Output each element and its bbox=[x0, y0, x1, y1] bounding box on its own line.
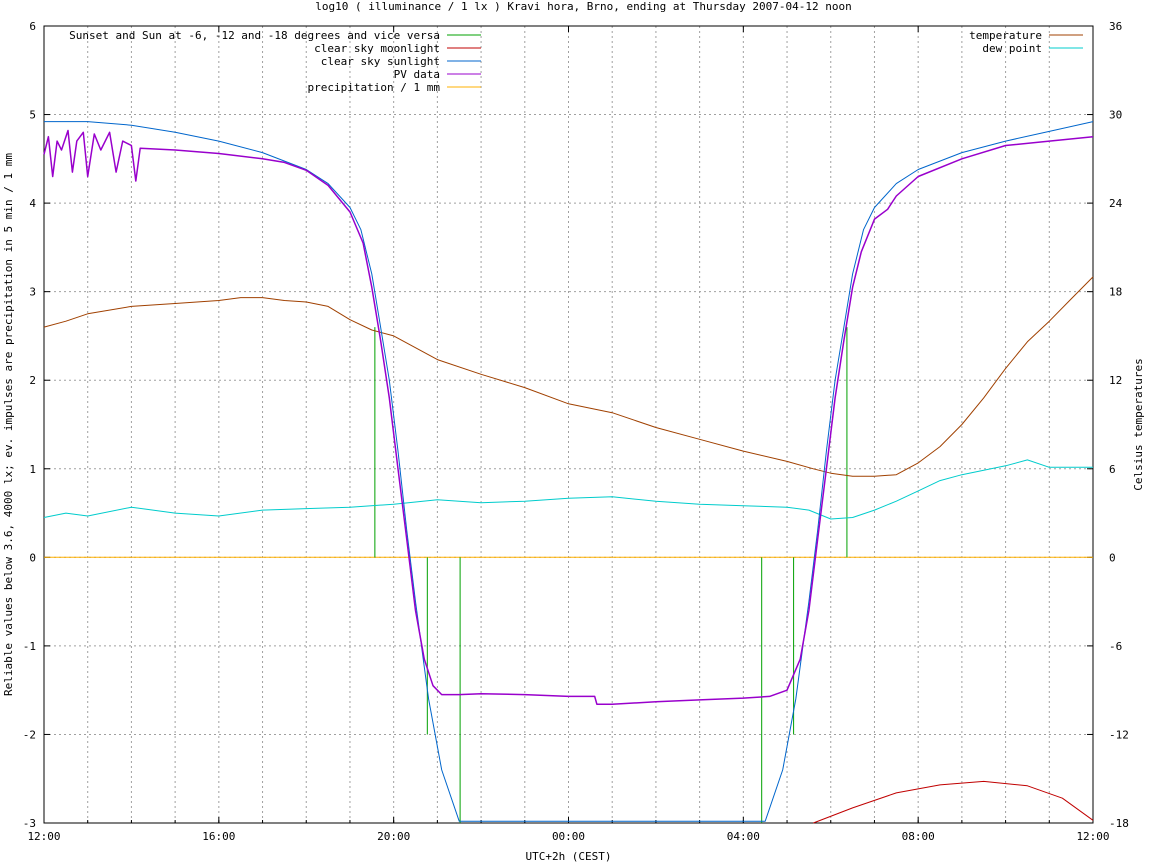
y-tick-label: 4 bbox=[29, 197, 36, 210]
y-tick-label: -1 bbox=[23, 640, 36, 653]
y-tick-label: -3 bbox=[23, 817, 36, 830]
y2-tick-label: -6 bbox=[1109, 640, 1122, 653]
legend-label: clear sky sunlight bbox=[321, 55, 440, 68]
y2-tick-label: 24 bbox=[1109, 197, 1123, 210]
x-tick-label: 16:00 bbox=[202, 830, 235, 843]
x-axis-label: UTC+2h (CEST) bbox=[525, 850, 611, 863]
legend-label: precipitation / 1 mm bbox=[308, 81, 441, 94]
series-line-pv-data bbox=[43, 129, 1094, 706]
x-tick-label: 08:00 bbox=[902, 830, 935, 843]
x-tick-label: 12:00 bbox=[1076, 830, 1109, 843]
series-line-temperature bbox=[43, 276, 1094, 477]
y2-tick-label: 12 bbox=[1109, 374, 1122, 387]
y2-axis-label: Celsius temperatures bbox=[1132, 358, 1145, 490]
legend-label: Sunset and Sun at -6, -12 and -18 degree… bbox=[69, 29, 440, 42]
y2-tick-label: -12 bbox=[1109, 728, 1129, 741]
legend-label: temperature bbox=[969, 29, 1042, 42]
y2-tick-label: 18 bbox=[1109, 286, 1122, 299]
y2-tick-label: 0 bbox=[1109, 551, 1116, 564]
y-tick-label: 2 bbox=[29, 374, 36, 387]
x-tick-label: 12:00 bbox=[27, 830, 60, 843]
series-line-clear-sky-sunlight bbox=[44, 121, 1094, 822]
y-tick-label: 1 bbox=[29, 463, 36, 476]
y-axis-label: Reliable values below 3.6, 4000 lx; ev. … bbox=[2, 153, 15, 696]
series-layer bbox=[43, 121, 1094, 824]
series-line-clear-sky-moonlight bbox=[813, 780, 1094, 824]
x-tick-label: 04:00 bbox=[727, 830, 760, 843]
y2-tick-label: -18 bbox=[1109, 817, 1129, 830]
y-tick-label: 0 bbox=[29, 551, 36, 564]
legend-label: PV data bbox=[394, 68, 440, 81]
legend-label: dew point bbox=[982, 42, 1042, 55]
y-tick-label: 6 bbox=[29, 20, 36, 33]
chart-title: log10 ( illuminance / 1 lx ) Kravi hora,… bbox=[315, 0, 851, 13]
y-tick-label: -2 bbox=[23, 728, 36, 741]
legend: Sunset and Sun at -6, -12 and -18 degree… bbox=[69, 29, 1083, 94]
legend-label: clear sky moonlight bbox=[314, 42, 440, 55]
y-tick-label: 5 bbox=[29, 109, 36, 122]
y2-tick-label: 36 bbox=[1109, 20, 1122, 33]
x-tick-label: 20:00 bbox=[377, 830, 410, 843]
x-tick-label: 00:00 bbox=[552, 830, 585, 843]
y-tick-label: 3 bbox=[29, 286, 36, 299]
series-line-dew-point bbox=[43, 459, 1093, 520]
y2-tick-label: 6 bbox=[1109, 463, 1116, 476]
y2-tick-label: 30 bbox=[1109, 109, 1122, 122]
